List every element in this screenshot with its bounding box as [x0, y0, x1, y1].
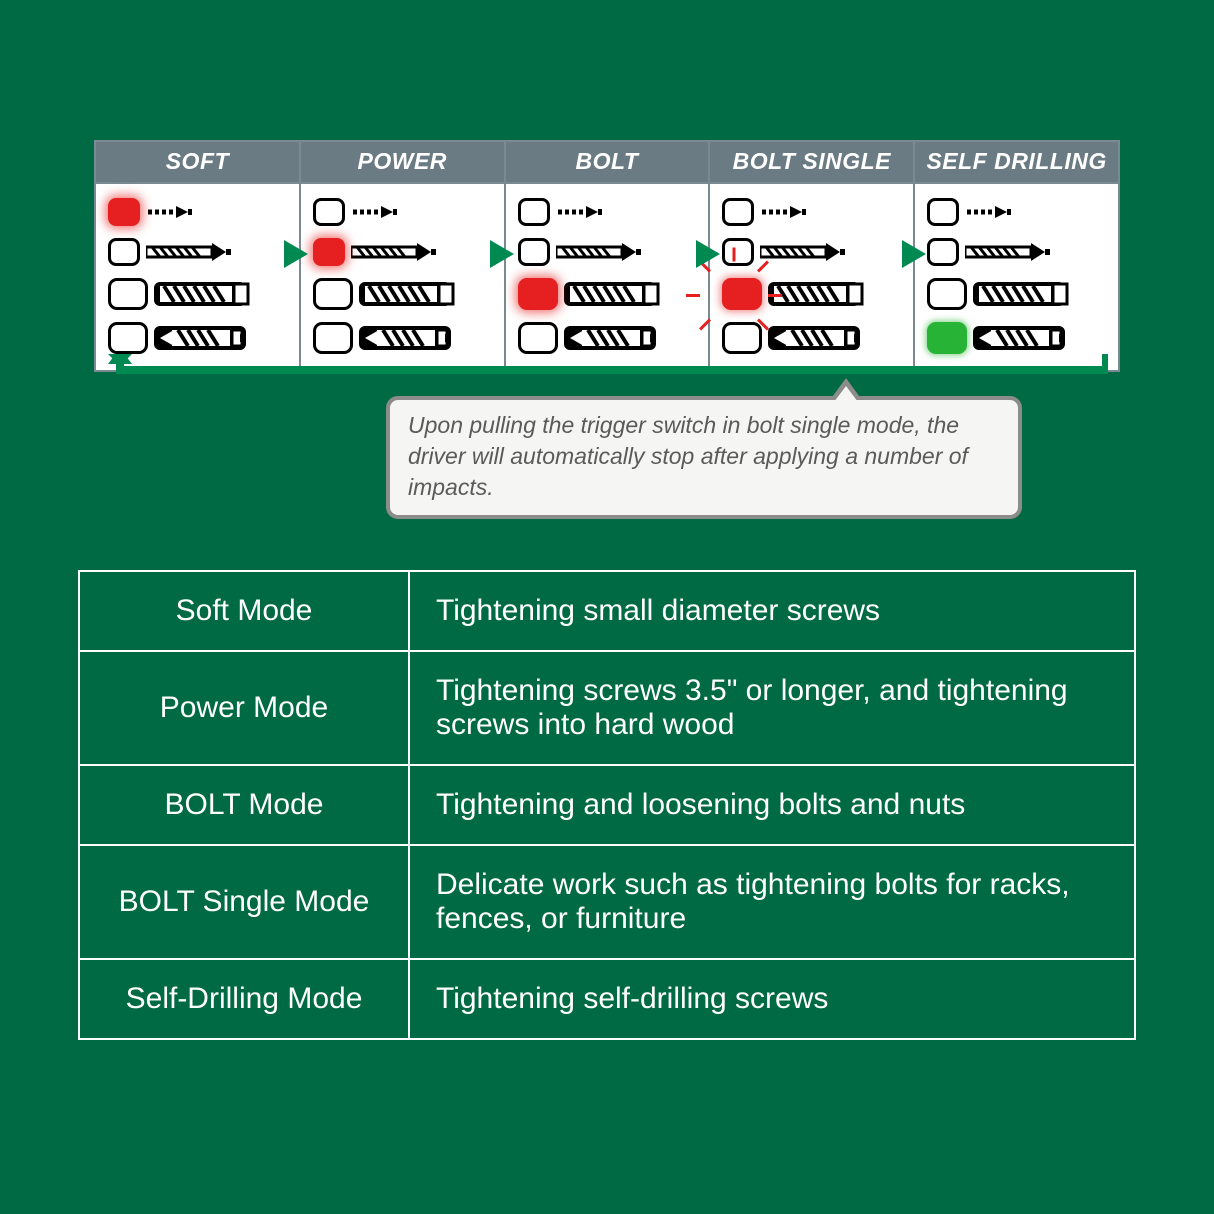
screw-icon: [760, 202, 810, 222]
mode-header: BOLT: [506, 142, 709, 184]
mode-desc-cell: Delicate work such as tightening bolts f…: [409, 845, 1135, 959]
mode-indicator: [722, 238, 754, 266]
screw-icon: [556, 241, 646, 263]
indicator-row: [722, 234, 905, 270]
screw-icon: [556, 202, 606, 222]
indicator-row: [518, 318, 701, 358]
screw-icon: [973, 324, 1071, 352]
screw-icon: [146, 202, 196, 222]
callout-text: Upon pulling the trigger switch in bolt …: [408, 412, 968, 500]
indicator-row: [722, 274, 905, 314]
mode-indicator: [313, 198, 345, 226]
return-loop-icon: [106, 354, 1108, 386]
mode-body: [506, 184, 709, 370]
indicator-row: [313, 274, 496, 314]
mode-desc-cell: Tightening screws 3.5" or longer, and ti…: [409, 651, 1135, 765]
mode-body: [96, 184, 299, 370]
mode-desc-cell: Tightening small diameter screws: [409, 571, 1135, 651]
mode-indicator: [108, 322, 148, 354]
mode-indicator: [313, 322, 353, 354]
screw-icon: [965, 241, 1055, 263]
mode-indicator: [722, 198, 754, 226]
mode-indicator: [108, 238, 140, 266]
mode-header: SOFT: [96, 142, 299, 184]
mode-body: [915, 184, 1118, 370]
mode-diagram: SOFTPOWERBOLTBOLT SINGLESELF DRILLING: [94, 140, 1120, 372]
screw-icon: [146, 241, 236, 263]
indicator-row: [108, 194, 291, 230]
indicator-row: [722, 194, 905, 230]
mode-indicator: [518, 322, 558, 354]
indicator-row: [313, 318, 496, 358]
mode-indicator: [518, 278, 558, 310]
indicator-row: [927, 318, 1110, 358]
mode-name-cell: Self-Drilling Mode: [79, 959, 409, 1039]
screw-icon: [564, 324, 662, 352]
mode-indicator: [722, 322, 762, 354]
mode-header: BOLT SINGLE: [710, 142, 913, 184]
indicator-row: [927, 194, 1110, 230]
screw-icon: [154, 324, 252, 352]
mode-indicator: [518, 198, 550, 226]
screw-icon: [154, 280, 252, 308]
mode-name-cell: Power Mode: [79, 651, 409, 765]
mode-body: [710, 184, 913, 370]
mode-indicator: [927, 278, 967, 310]
mode-indicator: [722, 278, 762, 310]
mode-indicator: [927, 198, 959, 226]
mode-indicator: [927, 322, 967, 354]
indicator-row: [518, 274, 701, 314]
mode-indicator: [108, 278, 148, 310]
mode-description-table: Soft ModeTightening small diameter screw…: [78, 570, 1136, 1040]
mode-desc-cell: Tightening and loosening bolts and nuts: [409, 765, 1135, 845]
mode-header: POWER: [301, 142, 504, 184]
table-row: BOLT ModeTightening and loosening bolts …: [79, 765, 1135, 845]
mode-column: SOFT: [94, 140, 301, 372]
indicator-row: [313, 194, 496, 230]
screw-icon: [760, 241, 850, 263]
indicator-row: [108, 234, 291, 270]
screw-icon: [359, 324, 457, 352]
indicator-row: [722, 318, 905, 358]
screw-icon: [564, 280, 662, 308]
mode-name-cell: BOLT Mode: [79, 765, 409, 845]
mode-indicator: [108, 198, 140, 226]
mode-column: BOLT: [506, 140, 711, 372]
screw-icon: [973, 280, 1071, 308]
table-row: Soft ModeTightening small diameter screw…: [79, 571, 1135, 651]
indicator-row: [927, 234, 1110, 270]
screw-icon: [359, 280, 457, 308]
mode-indicator: [313, 238, 345, 266]
mode-desc-cell: Tightening self-drilling screws: [409, 959, 1135, 1039]
indicator-row: [927, 274, 1110, 314]
mode-column: POWER: [301, 140, 506, 372]
indicator-row: [313, 234, 496, 270]
mode-indicator: [313, 278, 353, 310]
indicator-row: [518, 234, 701, 270]
indicator-row: [518, 194, 701, 230]
mode-header: SELF DRILLING: [915, 142, 1118, 184]
mode-indicator: [927, 238, 959, 266]
mode-column: SELF DRILLING: [915, 140, 1120, 372]
screw-icon: [965, 202, 1015, 222]
mode-name-cell: Soft Mode: [79, 571, 409, 651]
mode-body: [301, 184, 504, 370]
indicator-row: [108, 274, 291, 314]
mode-column: BOLT SINGLE: [710, 140, 915, 372]
screw-icon: [768, 280, 866, 308]
callout-bolt-single: Upon pulling the trigger switch in bolt …: [386, 396, 1022, 519]
table-row: BOLT Single ModeDelicate work such as ti…: [79, 845, 1135, 959]
screw-icon: [351, 202, 401, 222]
table-row: Self-Drilling ModeTightening self-drilli…: [79, 959, 1135, 1039]
table-row: Power ModeTightening screws 3.5" or long…: [79, 651, 1135, 765]
arrow-icon: [490, 240, 514, 268]
arrow-icon: [284, 240, 308, 268]
arrow-icon: [696, 240, 720, 268]
arrow-icon: [902, 240, 926, 268]
indicator-row: [108, 318, 291, 358]
screw-icon: [351, 241, 441, 263]
screw-icon: [768, 324, 866, 352]
mode-name-cell: BOLT Single Mode: [79, 845, 409, 959]
mode-indicator: [518, 238, 550, 266]
